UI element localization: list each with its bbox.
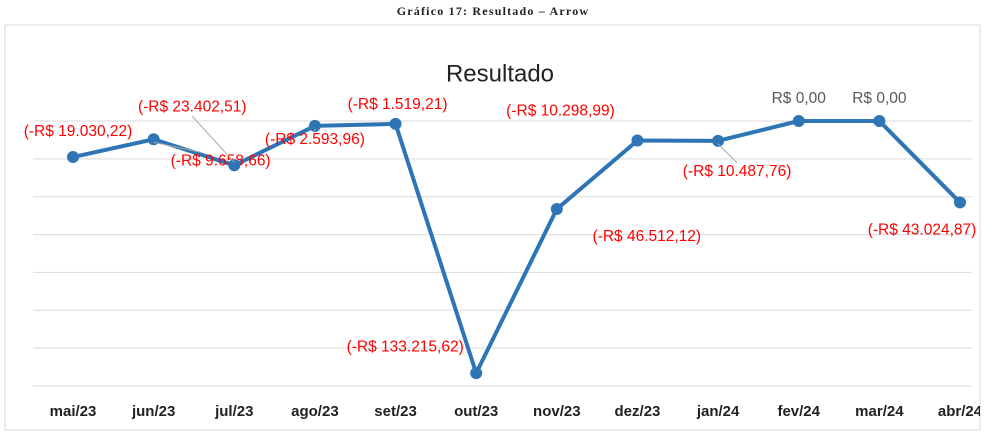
plot-area: mai/23 jun/23 jul/23 ago/23 set/23 out/23 nov/… <box>24 90 983 420</box>
x-tick-label: mar/24 <box>855 403 904 420</box>
x-tick-label: set/23 <box>374 403 417 420</box>
leader-line <box>153 141 201 153</box>
data-label: (-R$ 10.487,76) <box>683 163 792 180</box>
data-point <box>792 115 805 127</box>
data-point <box>470 367 483 380</box>
data-label: (-R$ 19.030,22) <box>24 123 133 140</box>
data-label: R$ 0,00 <box>772 90 827 107</box>
x-tick-label: mai/23 <box>50 403 97 420</box>
leader-line <box>191 115 235 163</box>
chart-title: Resultado <box>446 60 554 87</box>
data-label: (-R$ 46.512,12) <box>593 228 702 245</box>
x-tick-label: abr/24 <box>938 403 983 420</box>
data-point <box>308 119 321 132</box>
data-point <box>550 203 563 216</box>
x-tick-label: jun/23 <box>131 403 175 420</box>
data-label: (-R$ 133.215,62) <box>347 338 464 355</box>
data-label: (-R$ 23.402,51) <box>138 98 247 115</box>
data-label: (-R$ 9.658,66) <box>171 152 271 169</box>
data-point <box>389 117 402 130</box>
x-tick-label: dez/23 <box>615 403 661 420</box>
leader-line <box>717 143 738 164</box>
data-label: (-R$ 1.519,21) <box>348 96 448 113</box>
x-tick-label: jan/24 <box>696 403 740 420</box>
chart-border <box>4 24 981 431</box>
data-label: (-R$ 43.024,87) <box>868 222 977 239</box>
data-line <box>72 119 962 376</box>
x-tick-label: nov/23 <box>533 403 581 420</box>
data-point <box>712 134 725 147</box>
data-label: R$ 0,00 <box>852 90 907 107</box>
figure-caption: Gráfico 17: Resultado – Arrow <box>397 4 590 18</box>
data-point <box>147 133 160 146</box>
x-tick-label: fev/24 <box>777 403 820 420</box>
data-label: (-R$ 2.593,96) <box>265 131 365 148</box>
x-tick-label: jul/23 <box>214 403 253 420</box>
data-point <box>228 159 241 172</box>
data-point <box>67 151 79 164</box>
data-label: (-R$ 10.298,99) <box>506 103 615 120</box>
x-tick-label: out/23 <box>454 403 498 420</box>
data-point <box>873 115 886 127</box>
data-point <box>954 196 966 209</box>
x-tick-label: ago/23 <box>291 403 339 420</box>
data-point <box>631 134 644 147</box>
